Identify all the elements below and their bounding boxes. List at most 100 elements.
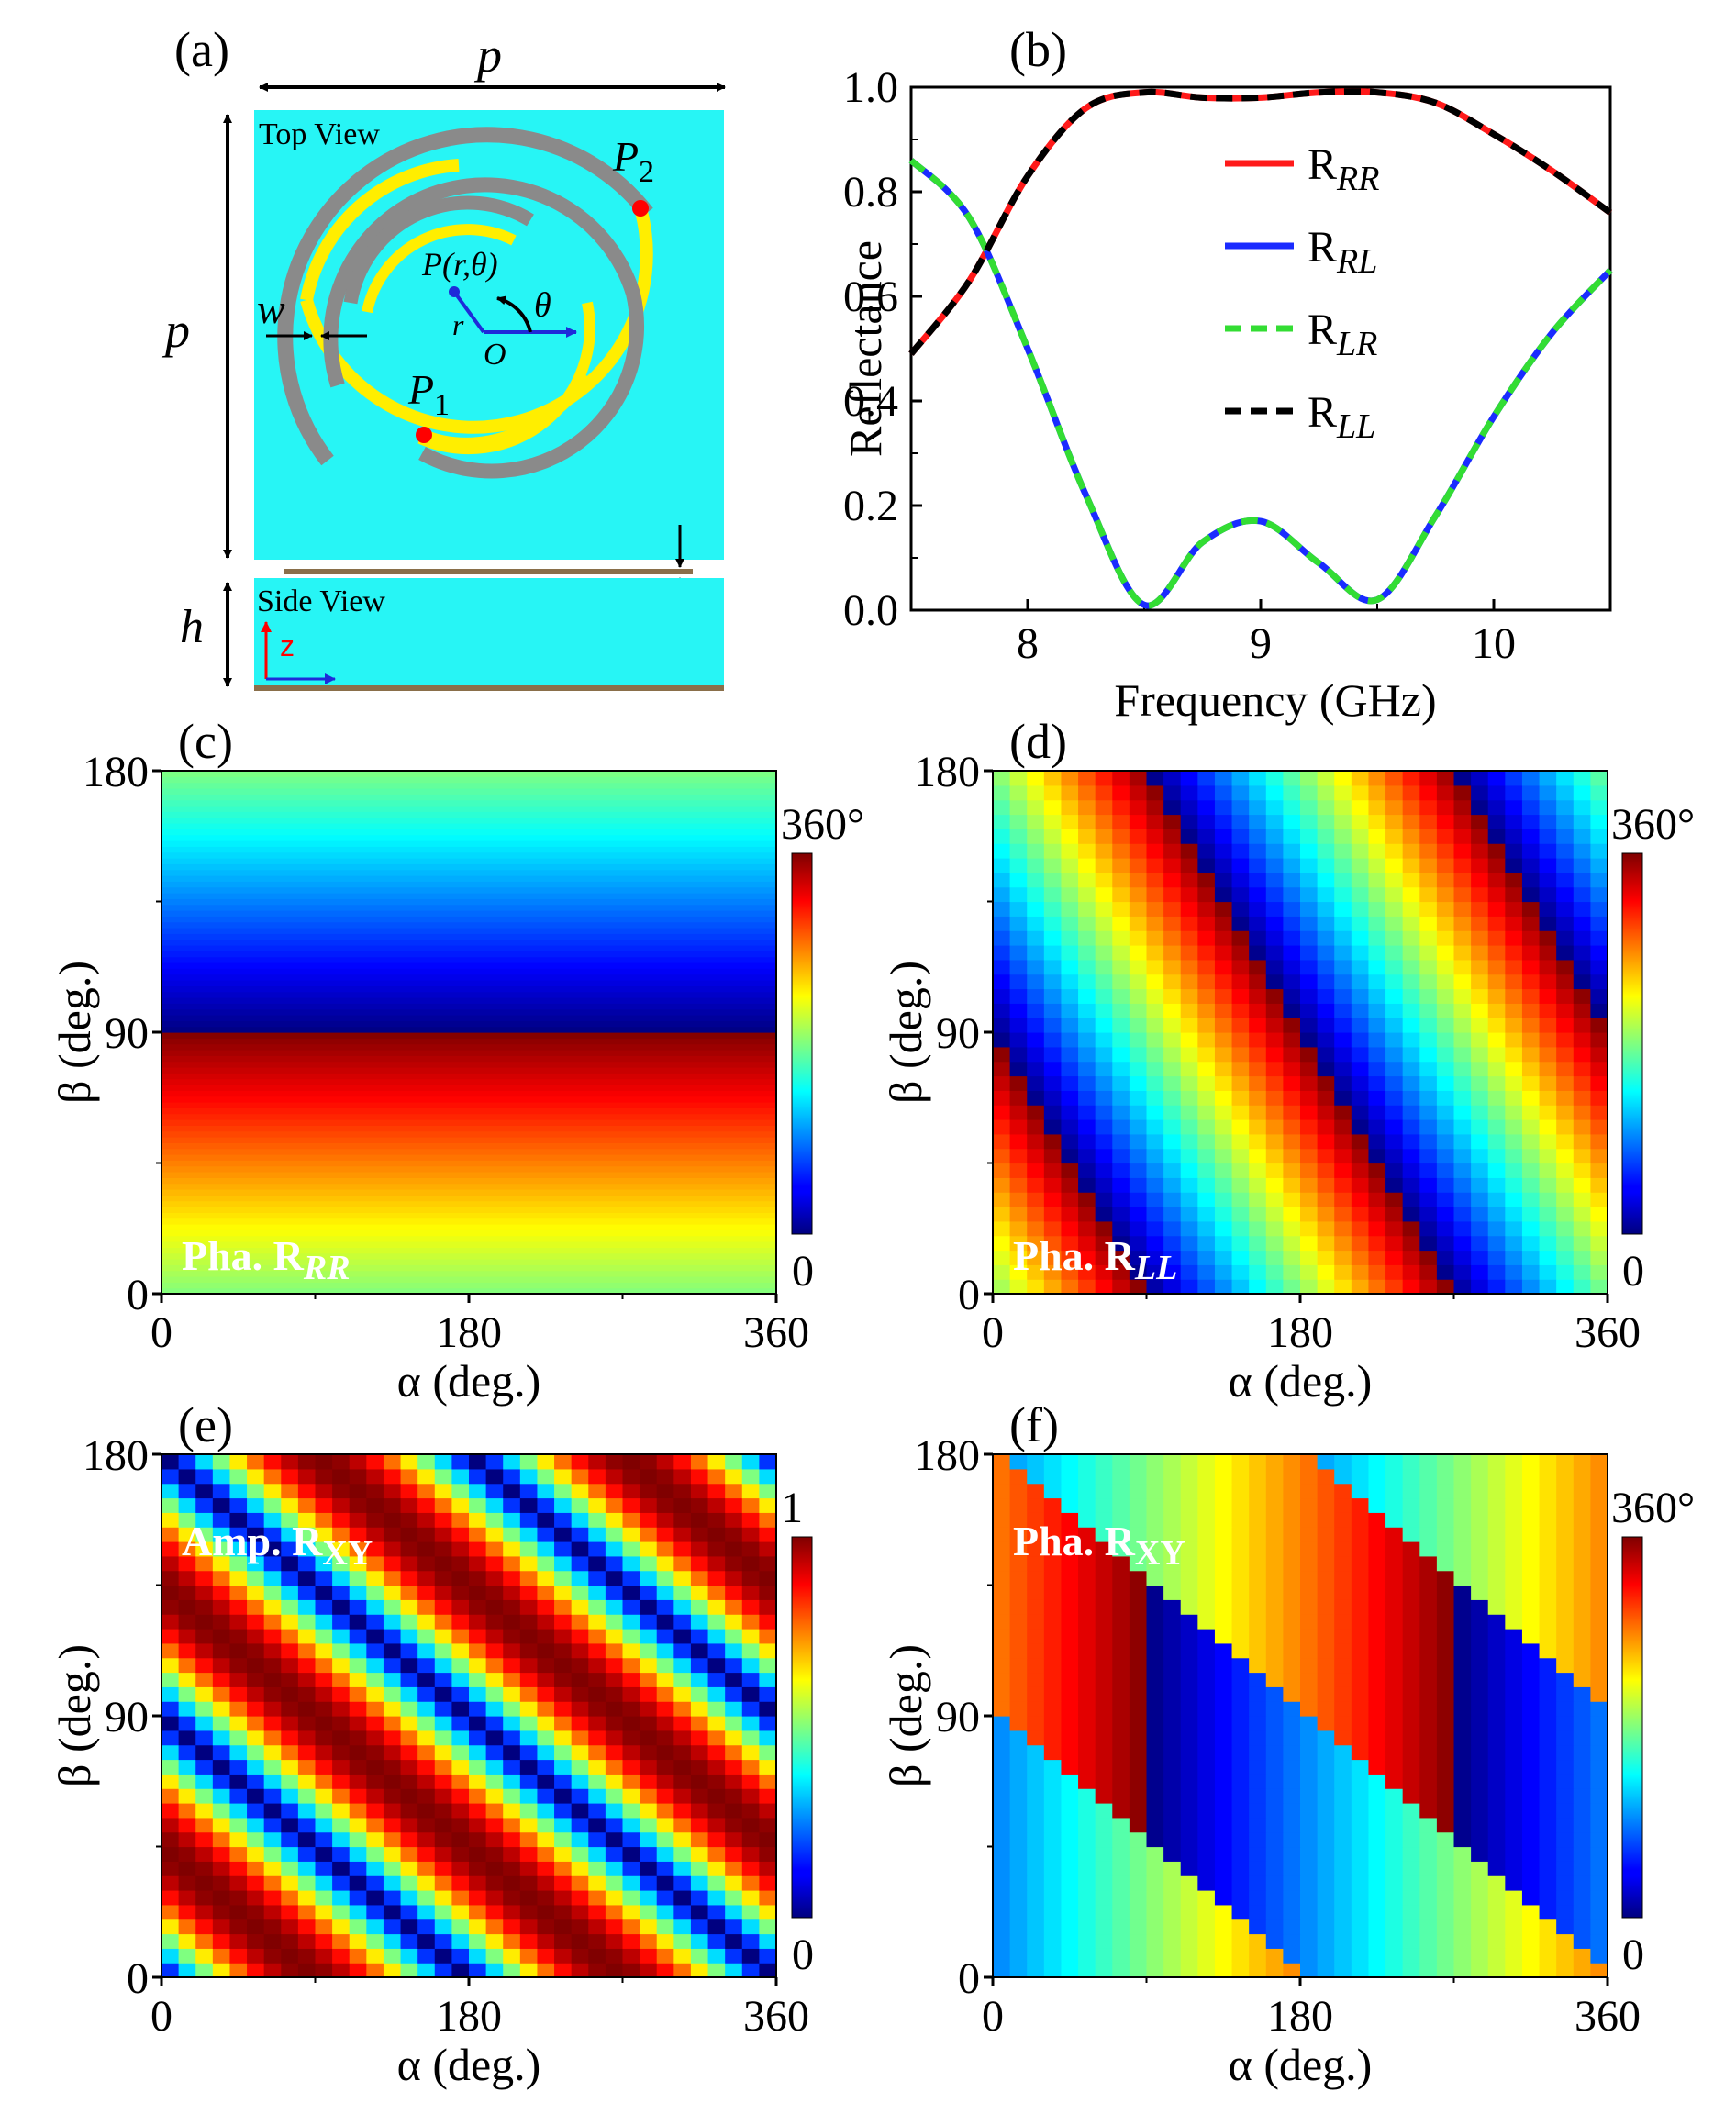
heatmap-cell	[417, 1963, 436, 1978]
heatmap-cell	[332, 1831, 351, 1848]
heatmap-cell	[519, 1512, 539, 1528]
heatmap-cell	[741, 1861, 760, 1876]
heatmap-cell	[1419, 1105, 1438, 1120]
heatmap-cell	[993, 1046, 1011, 1063]
heatmap-cell	[161, 829, 777, 836]
heatmap-cell	[1556, 1948, 1575, 1964]
heatmap-cell	[1453, 1730, 1472, 1746]
heatmap-cell	[1112, 1177, 1130, 1193]
heatmap-cell	[1027, 1163, 1045, 1178]
heatmap-cell	[161, 951, 777, 958]
heatmap-cell	[1043, 843, 1063, 859]
heatmap-cell	[503, 1642, 521, 1659]
heatmap-cell	[1573, 1220, 1591, 1237]
heatmap-cell	[434, 1555, 452, 1572]
heatmap-cell	[1095, 784, 1113, 801]
heatmap-cell	[1231, 1497, 1250, 1513]
heatmap-cell	[519, 1904, 539, 1920]
heatmap-cell	[383, 1629, 402, 1644]
heatmap-cell	[1453, 1148, 1472, 1164]
heatmap-cell	[297, 1468, 317, 1485]
heatmap-cell	[537, 1774, 555, 1789]
heatmap-cell	[1129, 916, 1148, 931]
heatmap-cell	[1521, 1264, 1541, 1280]
heatmap-cell	[1283, 858, 1301, 873]
heatmap-cell	[1027, 1075, 1045, 1091]
heatmap-cell	[1180, 1890, 1198, 1906]
heatmap-cell	[161, 1020, 777, 1028]
heatmap-cell	[571, 1744, 589, 1761]
heatmap-cell	[485, 1585, 504, 1600]
heatmap-cell	[1214, 1032, 1233, 1048]
heatmap-cell	[1556, 1003, 1575, 1018]
heatmap-cell	[161, 788, 777, 795]
heatmap-cell	[605, 1642, 624, 1659]
heatmap-cell	[1214, 1018, 1233, 1033]
heatmap-cell	[759, 1454, 777, 1470]
heatmap-cell	[1231, 1585, 1250, 1600]
heatmap-cell	[349, 1527, 367, 1542]
heatmap-cell	[366, 1614, 384, 1630]
heatmap-cell	[1009, 1861, 1028, 1876]
heatmap-cell	[161, 1043, 777, 1051]
heatmap-cell	[503, 1948, 521, 1964]
heatmap-cell	[1265, 1207, 1284, 1222]
heatmap-cell	[725, 1890, 743, 1906]
heatmap-cell	[1112, 1133, 1130, 1150]
heatmap-cell	[1521, 1497, 1541, 1513]
heatmap-cell	[1129, 1730, 1148, 1746]
heatmap-cell	[1334, 1672, 1352, 1687]
heatmap-cell	[366, 1541, 384, 1557]
heatmap-cell	[1590, 771, 1608, 786]
heatmap-cell	[1471, 1279, 1489, 1295]
heatmap-cell	[1334, 1919, 1352, 1935]
heatmap-cell	[1368, 1512, 1386, 1528]
heatmap-cell	[1265, 1948, 1284, 1964]
heatmap-cell	[640, 1904, 658, 1920]
heatmap-cell	[1078, 843, 1096, 859]
heatmap-cell	[1385, 1003, 1404, 1018]
heatmap-cell	[1027, 1570, 1045, 1586]
heatmap-cell	[656, 1629, 674, 1644]
heatmap-cell	[332, 1933, 351, 1949]
heatmap-cell	[1487, 1454, 1506, 1470]
heatmap-cell	[690, 1948, 709, 1964]
heatmap-cell	[161, 846, 777, 853]
heatmap-cell	[212, 1963, 231, 1978]
heatmap-cell	[1129, 1046, 1148, 1063]
heatmap-cell	[1521, 1831, 1541, 1848]
heatmap-cell	[1436, 1642, 1455, 1659]
panel-letter-a: (a)	[174, 22, 229, 77]
heatmap-cell	[400, 1686, 418, 1702]
heatmap-cell	[1573, 858, 1591, 873]
heatmap-cell	[161, 776, 777, 784]
heatmap-cell	[469, 1817, 487, 1833]
heatmap-cell	[503, 1541, 521, 1557]
heatmap-cell	[1146, 959, 1164, 975]
heatmap-cell	[1129, 1468, 1148, 1485]
heatmap-cell	[1487, 1570, 1506, 1586]
heatmap-cell	[1436, 843, 1455, 859]
heatmap-cell	[519, 1788, 539, 1804]
heatmap-cell	[247, 1875, 265, 1891]
heatmap-cell	[1436, 1774, 1455, 1789]
heatmap-cell	[178, 1730, 196, 1746]
heatmap-cell	[485, 1744, 504, 1761]
heatmap-cell	[1419, 1264, 1438, 1280]
heatmap-cell	[1249, 1163, 1267, 1178]
heatmap-cell	[1197, 1119, 1216, 1135]
heatmap-cell	[1009, 1570, 1028, 1586]
heatmap-cell	[1471, 1701, 1489, 1717]
heatmap-cell	[1043, 1148, 1063, 1164]
heatmap-cell	[1061, 771, 1079, 786]
heatmap-cell	[1163, 1919, 1182, 1935]
heatmap-cell	[1334, 1788, 1352, 1804]
heatmap-cell	[1487, 1803, 1506, 1819]
heatmap-cell	[1078, 1919, 1096, 1935]
heatmap-cell	[1265, 1759, 1284, 1775]
heatmap-cell	[332, 1585, 351, 1600]
heatmap-cell	[1027, 1032, 1045, 1048]
heatmap-cell	[503, 1585, 521, 1600]
heatmap-cell	[451, 1831, 470, 1848]
